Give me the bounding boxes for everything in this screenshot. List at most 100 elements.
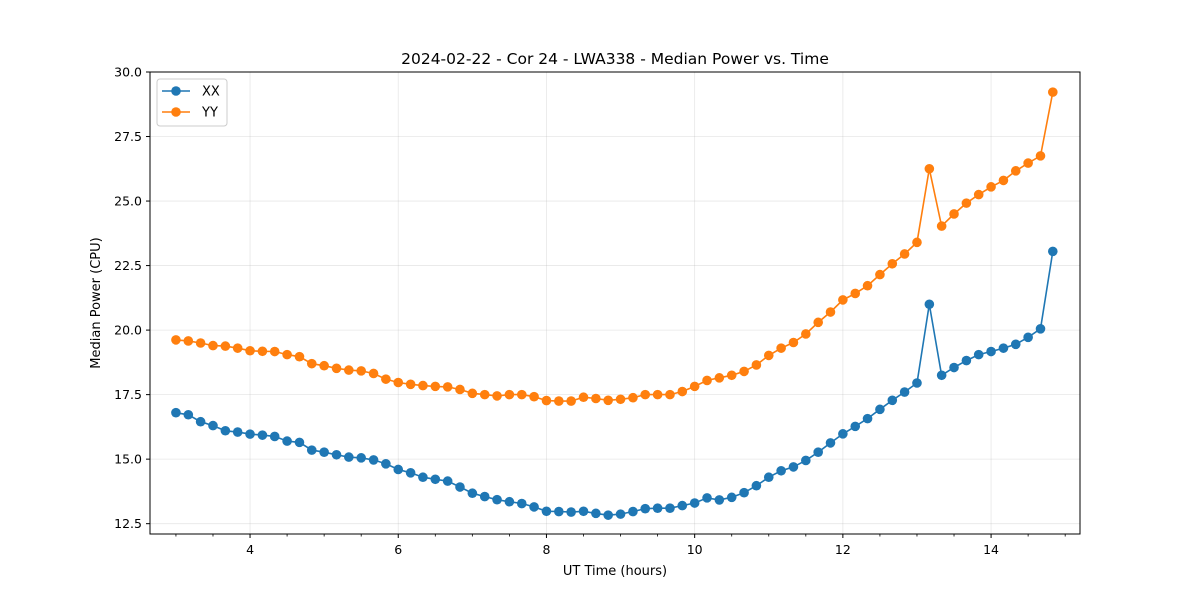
x-tick-label: 8 (542, 542, 550, 557)
legend-label-yy: YY (201, 106, 218, 121)
data-point-yy (726, 370, 737, 381)
data-point-xx (887, 395, 898, 406)
data-point-yy (825, 307, 836, 317)
y-tick-label: 15.0 (114, 452, 142, 467)
data-point-yy (541, 395, 552, 406)
data-point-yy (220, 341, 231, 351)
data-point-yy (381, 374, 391, 384)
data-point-yy (442, 382, 453, 392)
data-point-xx (628, 506, 638, 517)
data-point-yy (208, 340, 218, 351)
data-point-yy (566, 396, 576, 406)
x-tick-label: 14 (983, 542, 999, 557)
data-point-yy (603, 395, 613, 406)
data-point-yy (776, 343, 786, 353)
data-point-yy (269, 346, 280, 357)
data-point-yy (813, 317, 823, 328)
x-tick-label: 10 (687, 542, 703, 557)
axes-frame (149, 71, 1081, 535)
data-point-xx (739, 487, 749, 498)
legend-label-xx: XX (202, 85, 220, 100)
data-point-yy (887, 258, 898, 269)
data-point-xx (405, 468, 416, 478)
data-point-xx (973, 349, 984, 360)
data-point-xx (183, 409, 194, 420)
data-point-xx (306, 445, 317, 455)
data-point-yy (294, 351, 305, 362)
data-point-yy (591, 393, 601, 404)
legend: XX YY (156, 78, 228, 127)
data-point-yy (405, 379, 416, 390)
data-point-xx (368, 455, 379, 465)
plot-area (171, 87, 1058, 520)
data-point-xx (961, 355, 972, 366)
data-point-xx (640, 503, 651, 514)
data-point-xx (269, 431, 280, 442)
data-point-yy (665, 389, 675, 400)
data-point-xx (208, 420, 218, 431)
data-point-xx (319, 447, 329, 457)
data-point-xx (331, 449, 342, 460)
data-point-yy (677, 386, 688, 397)
data-point-xx (492, 494, 502, 505)
data-point-xx (282, 436, 292, 446)
data-point-xx (195, 416, 206, 427)
data-point-xx (1010, 339, 1021, 350)
y-tick-label: 30.0 (114, 65, 142, 80)
data-point-yy (652, 389, 663, 400)
data-point-xx (516, 498, 527, 509)
data-point-yy (578, 392, 589, 403)
y-tick-label: 20.0 (114, 323, 142, 338)
data-point-yy (1048, 87, 1058, 97)
data-point-yy (455, 384, 465, 395)
data-point-yy (1023, 158, 1033, 168)
data-point-yy (430, 381, 441, 392)
data-point-xx (665, 503, 675, 513)
data-point-xx (714, 495, 725, 505)
data-point-yy (195, 338, 206, 348)
data-point-xx (702, 493, 712, 503)
y-tick-label: 27.5 (114, 129, 142, 144)
data-point-xx (652, 503, 663, 513)
data-point-xx (615, 509, 626, 519)
data-point-xx (936, 370, 947, 381)
data-point-yy (949, 209, 959, 219)
data-point-xx (1023, 332, 1033, 343)
data-point-xx (924, 299, 935, 310)
y-axis: 12.5 15.0 17.5 20.0 22.5 25.0 27.5 30.0 (114, 65, 150, 531)
data-point-yy (961, 198, 972, 208)
data-point-yy (615, 394, 626, 405)
data-point-xx (479, 491, 490, 502)
data-point-yy (875, 269, 885, 280)
data-point-yy (183, 336, 194, 346)
x-tick-label: 12 (835, 542, 851, 557)
data-point-xx (171, 407, 181, 418)
y-tick-label: 22.5 (114, 258, 142, 273)
data-point-yy (640, 389, 651, 400)
data-point-yy (368, 368, 379, 379)
data-point-yy (788, 337, 799, 348)
data-point-xx (344, 452, 354, 462)
data-point-xx (467, 488, 478, 499)
data-point-xx (566, 507, 576, 517)
data-point-xx (541, 506, 552, 517)
data-point-yy (1035, 151, 1046, 161)
data-point-yy (356, 366, 366, 376)
data-point-yy (232, 343, 243, 353)
data-point-yy (714, 373, 725, 383)
data-point-yy (171, 335, 181, 345)
data-point-xx (825, 438, 836, 448)
data-point-yy (516, 389, 527, 400)
data-point-xx (689, 498, 700, 508)
data-point-xx (220, 425, 231, 436)
data-point-xx (751, 480, 762, 491)
data-point-xx (257, 430, 268, 440)
x-tick-label: 6 (394, 542, 402, 557)
x-axis-label: UT Time (hours) (563, 564, 667, 579)
data-point-yy (319, 360, 329, 371)
data-point-yy (504, 389, 515, 400)
data-point-yy (257, 346, 268, 357)
y-tick-label: 25.0 (114, 194, 142, 209)
data-point-yy (924, 163, 935, 174)
